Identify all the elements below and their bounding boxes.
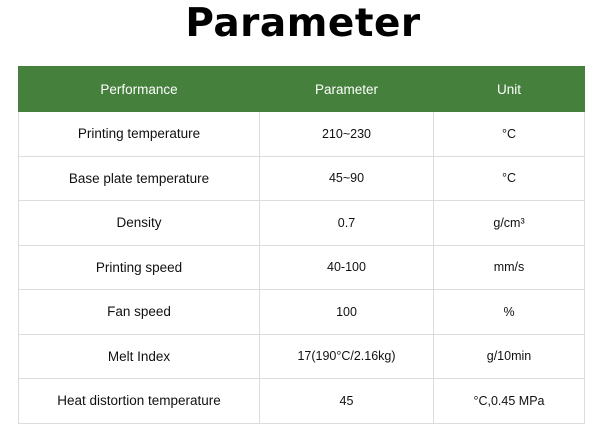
performance-cell: Density [18, 200, 260, 246]
performance-cell: Fan speed [18, 289, 260, 335]
page-title: Parameter [185, 1, 421, 46]
table-row: Printing temperature 210~230 °C [18, 111, 585, 157]
table-row: Fan speed 100 % [18, 289, 585, 335]
performance-cell: Heat distortion temperature [18, 378, 260, 424]
unit-cell: % [433, 289, 585, 335]
parameter-table: Performance Parameter Unit Printing temp… [18, 66, 585, 424]
unit-cell: g/10min [433, 333, 585, 379]
table-row: Base plate temperature 45~90 °C [18, 155, 585, 201]
parameter-cell: 210~230 [259, 111, 434, 157]
unit-cell: g/cm³ [433, 200, 585, 246]
unit-cell: °C,0.45 MPa [433, 378, 585, 424]
column-header-parameter: Parameter [259, 66, 434, 112]
parameter-cell: 100 [259, 289, 434, 335]
unit-cell: °C [433, 155, 585, 201]
column-header-performance: Performance [18, 66, 260, 112]
parameter-cell: 0.7 [259, 200, 434, 246]
table-row: Heat distortion temperature 45 °C,0.45 M… [18, 378, 585, 424]
unit-cell: mm/s [433, 244, 585, 290]
parameter-cell: 40-100 [259, 244, 434, 290]
unit-cell: °C [433, 111, 585, 157]
performance-cell: Melt Index [18, 333, 260, 379]
column-header-unit: Unit [433, 66, 585, 112]
table-header-row: Performance Parameter Unit [18, 66, 585, 112]
table-row: Printing speed 40-100 mm/s [18, 244, 585, 290]
parameter-cell: 17(190°C/2.16kg) [259, 333, 434, 379]
parameter-cell: 45 [259, 378, 434, 424]
table-row: Melt Index 17(190°C/2.16kg) g/10min [18, 333, 585, 379]
parameter-cell: 45~90 [259, 155, 434, 201]
table-row: Density 0.7 g/cm³ [18, 200, 585, 246]
performance-cell: Printing temperature [18, 111, 260, 157]
performance-cell: Printing speed [18, 244, 260, 290]
performance-cell: Base plate temperature [18, 155, 260, 201]
